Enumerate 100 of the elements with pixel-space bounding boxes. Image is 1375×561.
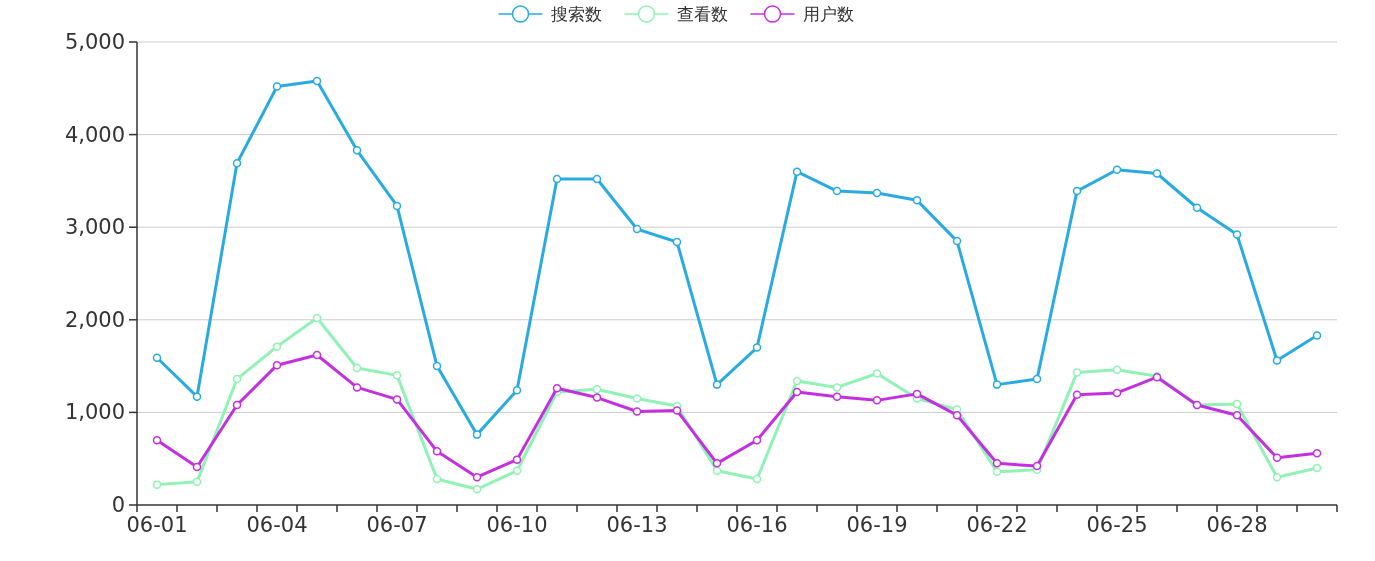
point [352,363,362,373]
x-tick-label: 06-28 [1206,513,1268,537]
y-tick-label: 5,000 [64,30,125,54]
point [992,467,1002,476]
point [552,384,562,393]
point [1312,463,1322,473]
point [992,380,1002,389]
point [752,474,762,484]
point [192,462,202,472]
x-tick-label: 06-07 [366,513,428,537]
point [592,174,602,184]
point [1272,453,1282,463]
point [1272,356,1282,365]
point [352,146,362,155]
point [1232,399,1242,409]
point [832,186,842,196]
point [432,361,442,371]
legend-label: 用户数 [802,4,854,24]
point [512,455,522,464]
point [872,369,882,378]
point [472,472,482,482]
point [272,82,282,91]
point [272,360,282,370]
y-tick-label: 2,000 [64,307,125,332]
point [432,474,442,484]
y-tick-label: 3,000 [64,215,125,240]
point [1312,448,1322,458]
y-tick-label: 1,000 [64,400,125,425]
point [512,385,522,395]
point [392,201,402,211]
point [1232,230,1242,239]
point [832,383,842,392]
point [672,237,682,247]
point [1192,203,1202,212]
point [912,196,922,205]
point [1272,472,1282,482]
point [712,459,722,468]
point [152,353,162,363]
point [592,393,602,402]
point [152,435,162,445]
y-tick-label: 4,000 [64,122,125,147]
x-tick-label: 06-25 [1086,513,1148,537]
point [1072,186,1082,196]
point [632,407,642,416]
legend-label: 搜索数 [550,4,602,24]
x-tick-label: 06-19 [846,513,908,537]
point [872,188,882,198]
x-tick-label: 06-10 [486,513,548,537]
point [632,394,642,403]
point [632,224,642,234]
point [1112,365,1122,375]
point [232,374,242,384]
point [592,385,602,394]
point [272,342,282,351]
point [552,174,562,184]
point [1032,374,1042,384]
point [192,477,202,487]
point [1232,410,1242,420]
x-tick-label: 06-01 [126,513,188,537]
point [792,376,802,386]
point [952,236,962,246]
point [792,387,802,397]
point [992,459,1002,468]
point [192,392,202,401]
point [792,167,802,176]
point [232,400,242,410]
point [1152,169,1162,178]
x-tick-label: 06-13 [606,513,668,537]
y-tick-label: 0 [111,493,125,517]
point [672,406,682,415]
point [832,392,842,401]
x-tick-label: 06-04 [246,513,308,537]
point [312,350,322,360]
point [392,395,402,404]
point [432,447,442,456]
x-tick-label: 06-16 [726,513,788,537]
x-tick-label: 06-22 [966,513,1028,537]
point [312,313,322,323]
point [752,343,762,352]
point [1032,461,1042,471]
point [472,430,482,439]
point [872,396,882,405]
point [472,485,482,494]
point [1112,165,1122,175]
point [512,466,522,475]
point [312,76,322,86]
point [912,389,922,399]
legend-label: 查看数 [676,4,728,24]
point [152,480,162,489]
point [392,371,402,380]
point [1312,331,1322,340]
point [352,383,362,392]
point [952,410,962,420]
point [1072,368,1082,377]
point [712,466,722,475]
point [232,159,242,168]
point [1112,388,1122,398]
point [1072,390,1082,400]
point [712,380,722,389]
point [752,435,762,445]
